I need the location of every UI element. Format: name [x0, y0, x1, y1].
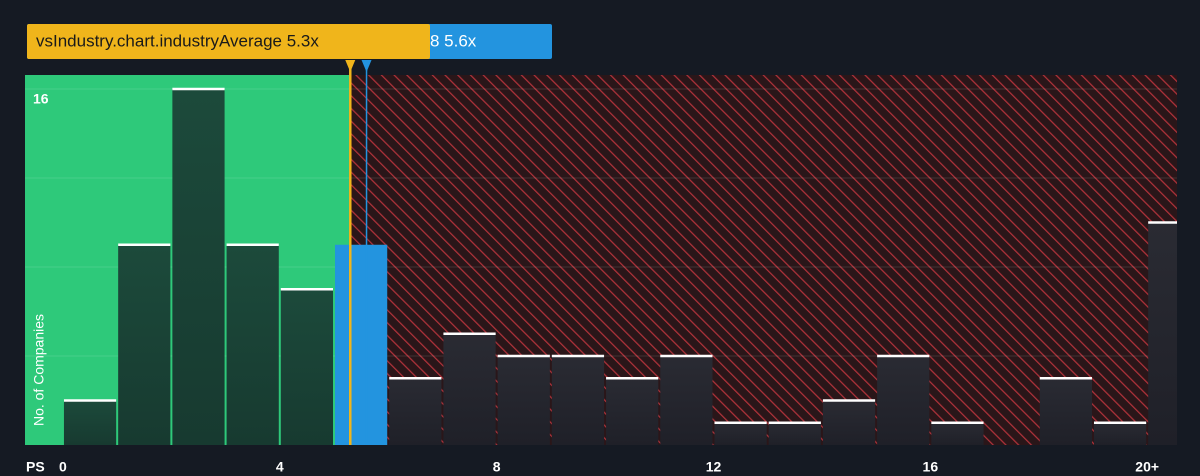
plot-area	[25, 75, 1177, 445]
bar	[768, 422, 821, 445]
bar	[443, 333, 496, 445]
bar	[931, 422, 984, 445]
bar	[226, 244, 279, 445]
x-axis-label: PS	[26, 459, 45, 475]
y-tick-label: 16	[33, 91, 49, 107]
bar	[497, 356, 550, 445]
bar	[606, 378, 659, 445]
bar	[389, 378, 442, 445]
bar	[1093, 422, 1147, 445]
x-tick-label: 12	[706, 459, 722, 475]
x-tick-label: 8	[493, 459, 501, 475]
annotation-label: 8 5.6x	[430, 31, 477, 50]
bar	[335, 244, 388, 445]
bar	[877, 356, 930, 445]
x-tick-label: 16	[923, 459, 939, 475]
annotation-box	[27, 24, 430, 59]
bar	[660, 356, 713, 445]
bar	[172, 89, 225, 445]
annotation-label: vsIndustry.chart.industryAverage 5.3x	[36, 31, 319, 50]
x-tick-label: 20+	[1135, 459, 1159, 475]
bar	[551, 356, 605, 445]
bar	[118, 244, 171, 445]
y-axis-label: No. of Companies	[31, 314, 47, 426]
bar	[714, 422, 767, 445]
bar	[280, 289, 334, 445]
annotation-pointer	[361, 60, 372, 72]
bar	[1039, 378, 1092, 445]
annotation-pointer	[345, 60, 356, 72]
bar	[822, 400, 876, 445]
x-tick-label: 0	[59, 459, 67, 475]
bar	[1148, 222, 1177, 445]
bar	[63, 400, 117, 445]
x-tick-label: 4	[276, 459, 284, 475]
